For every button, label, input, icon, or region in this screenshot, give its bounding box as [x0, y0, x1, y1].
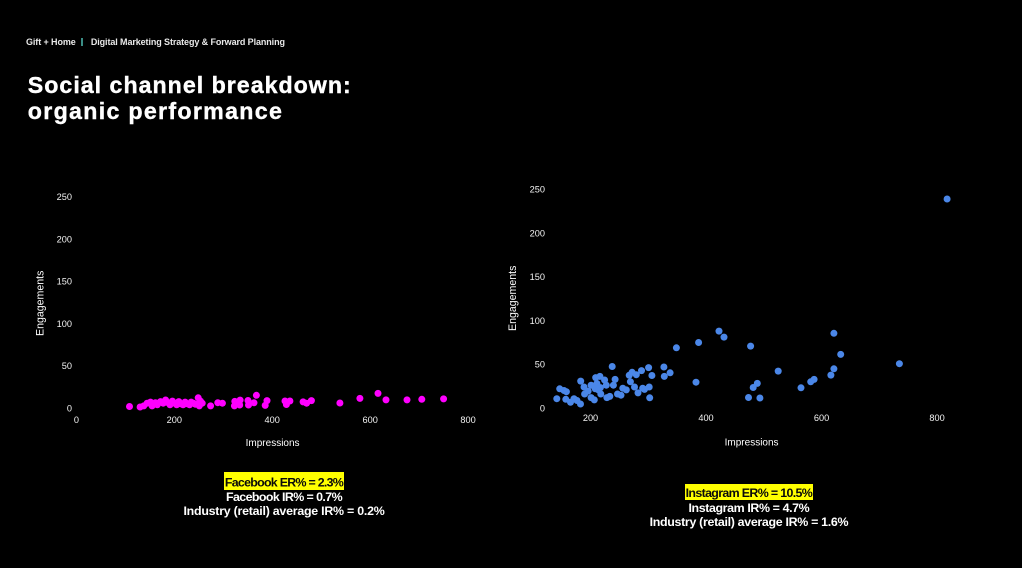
svg-text:400: 400 — [265, 415, 280, 425]
svg-text:200: 200 — [57, 234, 72, 244]
svg-text:100: 100 — [530, 316, 545, 326]
svg-text:Impressions: Impressions — [725, 437, 779, 448]
svg-text:200: 200 — [583, 413, 598, 423]
svg-text:800: 800 — [460, 415, 475, 425]
svg-text:200: 200 — [530, 228, 545, 238]
svg-text:100: 100 — [57, 319, 72, 329]
svg-text:400: 400 — [698, 413, 713, 423]
svg-text:Engagements: Engagements — [507, 266, 519, 331]
svg-text:0: 0 — [74, 415, 79, 425]
svg-text:150: 150 — [57, 277, 72, 287]
svg-text:0: 0 — [67, 404, 72, 414]
svg-text:Impressions: Impressions — [246, 438, 300, 449]
svg-text:250: 250 — [530, 185, 545, 195]
svg-text:50: 50 — [535, 360, 545, 370]
svg-text:250: 250 — [57, 192, 72, 202]
svg-text:0: 0 — [540, 403, 545, 413]
svg-text:800: 800 — [929, 413, 944, 423]
svg-text:Engagements: Engagements — [35, 271, 47, 336]
svg-text:200: 200 — [167, 415, 182, 425]
svg-text:600: 600 — [363, 415, 378, 425]
svg-text:150: 150 — [530, 272, 545, 282]
svg-text:50: 50 — [62, 361, 72, 371]
svg-text:600: 600 — [814, 413, 829, 423]
